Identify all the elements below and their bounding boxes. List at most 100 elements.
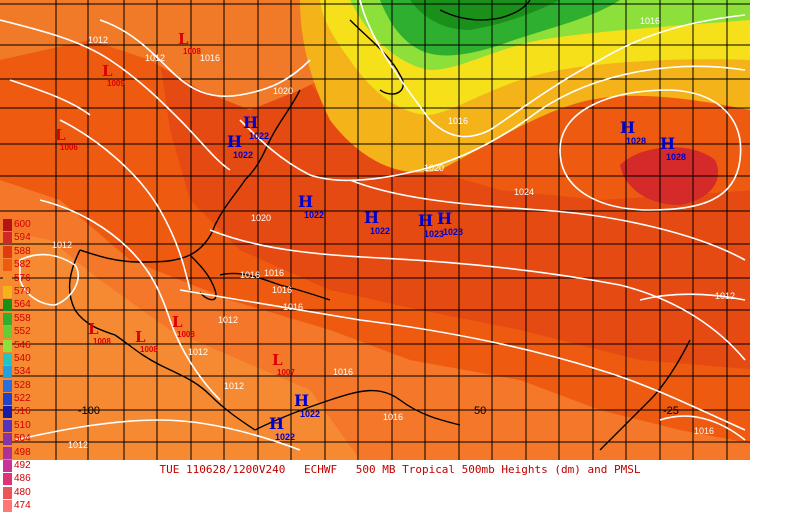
isobar-label: 1012 (715, 291, 736, 301)
legend-item: 498 (3, 446, 39, 459)
high-pressure: 1022 (275, 432, 296, 442)
legend-value: 474 (14, 500, 31, 512)
legend-item: 570 (3, 285, 39, 298)
legend-swatch (3, 245, 12, 258)
legend-value: 546 (14, 339, 31, 351)
isobar-label: 1016 (240, 270, 261, 280)
florida-coast (189, 254, 217, 301)
high-symbol: H (364, 208, 380, 227)
gulf-mexico-coast (68, 249, 256, 431)
isobar-label: 1016 (383, 412, 404, 422)
high-pressure: 1028 (626, 136, 647, 146)
height-legend: 600 594 588 582 576 570 564 558 552 546 540 534 528 5… (3, 218, 39, 513)
isobar-label: 1020 (273, 86, 294, 96)
greenland-coast (439, 0, 531, 21)
isobar-label: 1016 (640, 16, 661, 26)
high-center: H 1028 (660, 136, 686, 163)
legend-value: 582 (14, 259, 31, 271)
isobar-1016-southeast (659, 415, 746, 441)
legend-swatch (3, 219, 12, 231)
isobar-1012-east (639, 293, 746, 301)
low-center: L 1007 (272, 351, 295, 378)
legend-item: 576 (3, 272, 39, 285)
low-center: L 1008 (172, 315, 195, 340)
isobar-label: 1016 (283, 302, 304, 312)
legend-swatch (3, 406, 12, 419)
weather-map (0, 0, 800, 460)
legend-swatch (3, 352, 12, 365)
legend-swatch (3, 486, 12, 499)
isobar-1012-north (0, 19, 231, 171)
caption-datetime: TUE 110628/1200V240 (159, 463, 286, 476)
legend-swatch (3, 379, 12, 392)
legend-item: 588 (3, 245, 39, 258)
high-center: H 1022 (364, 208, 390, 237)
isobar-1020 (239, 65, 746, 182)
legend-value: 594 (14, 232, 31, 244)
newfoundland-coast (349, 19, 404, 95)
legend-value: 504 (14, 433, 31, 445)
legend-value: 564 (14, 299, 31, 311)
legend-value: 552 (14, 326, 31, 338)
high-symbol: H (243, 113, 259, 132)
cuba-coast (219, 272, 331, 301)
legend-swatch (3, 259, 12, 272)
isobar-low-west (9, 79, 91, 116)
isobar-1024 (349, 179, 746, 261)
legend-item: 558 (3, 312, 39, 325)
high-center: H 1022 (269, 414, 296, 443)
isobar-label: 1012 (224, 381, 245, 391)
isobar-1016 (179, 289, 746, 431)
legend-item: 516 (3, 405, 39, 419)
isobar-1016-west (59, 119, 191, 291)
legend-swatch (3, 326, 12, 339)
longitude-label: 50 (474, 405, 487, 417)
isobar-1012-west (39, 199, 221, 401)
high-symbol: H (294, 391, 310, 410)
legend-item: 528 (3, 379, 39, 392)
legend-swatch (3, 393, 12, 406)
legend-swatch (3, 473, 12, 486)
low-pressure: 1008 (177, 330, 195, 339)
legend-value: 492 (14, 460, 31, 472)
high-center: H 1023 (437, 209, 464, 238)
legend-value: 480 (14, 486, 31, 498)
high-symbol: H (269, 414, 285, 433)
right-margin (750, 0, 800, 460)
isobar-label: 1012 (68, 440, 89, 450)
height-shading-588 (160, 60, 760, 370)
map-caption: TUE 110628/1200V240 ECHWF 500 MB Tropica… (0, 460, 800, 480)
isobar-label: 1012 (218, 315, 239, 325)
isobar-label: 1024 (514, 187, 535, 197)
legend-swatch (3, 366, 12, 379)
legend-item: 582 (3, 258, 39, 272)
isobar-label: 1016 (200, 53, 221, 63)
legend-value: 558 (14, 312, 31, 324)
legend-value: 588 (14, 245, 31, 257)
south-america-coast (254, 389, 461, 431)
high-center: H 1022 (294, 391, 320, 420)
legend-swatch (3, 312, 12, 325)
low-center: L 1008 (135, 328, 158, 355)
high-pressure: 1023 (424, 229, 445, 239)
low-center: L 1006 (55, 128, 78, 153)
legend-value: 486 (14, 473, 31, 485)
low-center: L 1008 (178, 32, 201, 57)
high-pressure: 1023 (443, 227, 464, 237)
legend-value: 570 (14, 285, 31, 297)
low-symbol: L (272, 351, 283, 369)
low-pressure: 1008 (93, 337, 111, 346)
legend-item: 552 (3, 325, 39, 339)
high-symbol: H (437, 209, 453, 228)
lat-lon-grid (0, 0, 750, 460)
legend-value: 522 (14, 393, 31, 405)
legend-swatch (3, 285, 12, 298)
low-center: L 1008 (88, 322, 111, 347)
legend-value: 498 (14, 446, 31, 458)
isobars (0, 0, 746, 451)
legend-value: 510 (14, 419, 31, 431)
legend-value: 528 (14, 379, 31, 391)
isobar-1028 (559, 89, 742, 211)
low-symbol: L (135, 328, 146, 346)
low-pressure: 1008 (183, 47, 201, 56)
